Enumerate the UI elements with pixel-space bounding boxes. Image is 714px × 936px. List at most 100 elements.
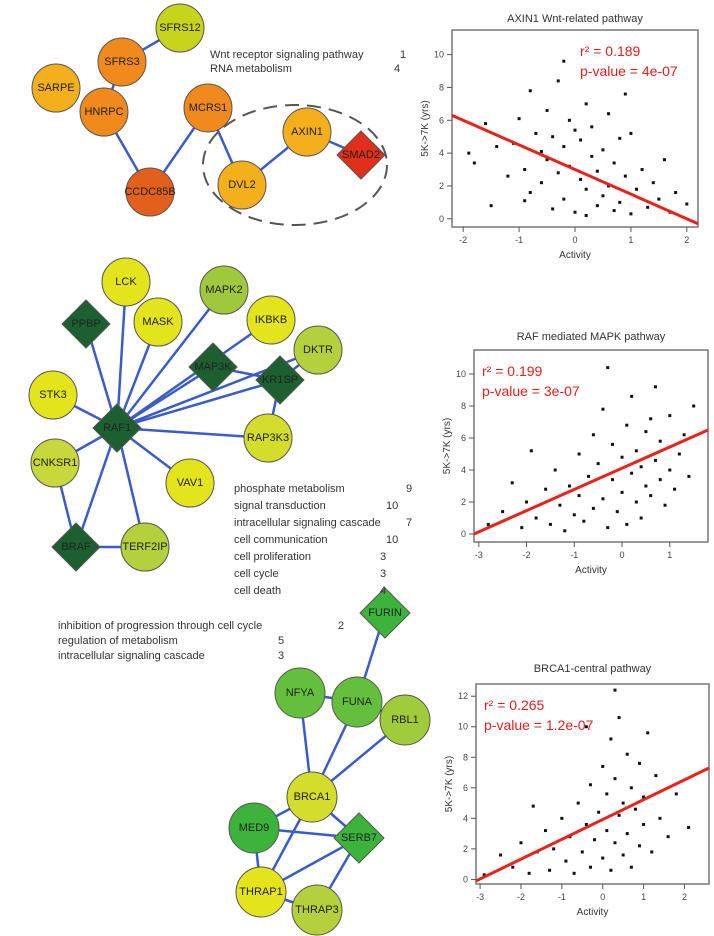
node-dvl2[interactable]: DVL2 (217, 160, 267, 210)
go-term-intracellular-signaling-cascade: intracellular signaling cascade (234, 517, 381, 529)
y-tick-label: 2 (439, 181, 444, 191)
node-label: RBL1 (391, 714, 419, 726)
x-tick-label: 0 (600, 892, 605, 902)
plot-title: RAF mediated MAPK pathway (517, 331, 666, 343)
raf-go-annotations: phosphate metabolism 9 signal transduction… (234, 483, 412, 597)
data-point (567, 118, 571, 122)
data-point (629, 131, 633, 135)
go-term-phosphate-metabolism: phosphate metabolism (234, 483, 345, 495)
data-point (556, 171, 560, 175)
x-tick-label: -2 (459, 235, 467, 245)
data-point (562, 145, 566, 149)
go-term-intracellular-signaling-cascade: intracellular signaling cascade (58, 650, 205, 662)
data-point (609, 868, 613, 872)
data-point (596, 462, 600, 466)
data-point (472, 161, 476, 165)
node-sfrs12[interactable]: SFRS12 (155, 3, 205, 53)
p-value-label: p-value = 4e-07 (580, 63, 678, 79)
go-term-count: 2 (338, 620, 344, 632)
node-map3k[interactable]: MAP3K (188, 342, 238, 392)
node-label: IKBKB (255, 314, 287, 326)
node-kr1sp[interactable]: KR1SP (255, 355, 305, 405)
node-ccdc85b[interactable]: CCDC85B (124, 167, 176, 217)
data-point (584, 187, 588, 191)
node-mapk2[interactable]: MAPK2 (199, 265, 249, 315)
data-point (646, 205, 650, 209)
data-point (528, 191, 532, 195)
node-cnksr1[interactable]: CNKSR1 (30, 438, 80, 488)
node-mask[interactable]: MASK (133, 297, 183, 347)
node-serb7[interactable]: SERB7 (333, 812, 385, 864)
plot-frame (451, 29, 699, 228)
node-brca1[interactable]: BRCA1 (286, 771, 338, 823)
data-point (562, 197, 566, 201)
y-tick-label: 12 (458, 691, 468, 701)
node-funa[interactable]: FUNA (331, 676, 383, 728)
y-axis-label: 5K->7K (yrs) (444, 756, 455, 812)
brca1-scatter-plot: BRCA1-central pathway r² = 0.265 p-value =… (444, 663, 710, 918)
node-raf1[interactable]: RAF1 (92, 403, 142, 453)
node-rap3k3[interactable]: RAP3K3 (243, 413, 293, 463)
y-tick-label: 4 (439, 148, 444, 158)
data-point (595, 169, 599, 173)
node-stk3[interactable]: STK3 (28, 370, 78, 420)
node-shape (282, 107, 332, 157)
node-thrap3[interactable]: THRAP3 (291, 884, 343, 936)
node-label: MAPK2 (205, 284, 242, 296)
y-axis-label: 5K->7K (yrs) (420, 100, 431, 156)
data-point (548, 522, 552, 526)
y-tick-label: 6 (439, 115, 444, 125)
data-point (658, 478, 662, 482)
node-axin1[interactable]: AXIN1 (282, 107, 332, 157)
node-rbl1[interactable]: RBL1 (379, 694, 431, 746)
node-vav1[interactable]: VAV1 (165, 458, 215, 508)
node-furin[interactable]: FURIN (359, 587, 411, 639)
data-point (625, 423, 629, 427)
data-point (623, 174, 627, 178)
data-point (590, 125, 594, 129)
data-point (682, 433, 686, 437)
edge-raf1-kr1sp (116, 378, 281, 430)
node-lck[interactable]: LCK (101, 257, 151, 307)
data-point (623, 92, 627, 96)
data-point (520, 526, 524, 530)
edge-raf1-mapk2 (116, 289, 225, 429)
r-squared-label: r² = 0.265 (484, 697, 545, 713)
data-point (634, 500, 638, 504)
data-point (657, 197, 661, 201)
data-point (525, 500, 529, 504)
node-terf2ip[interactable]: TERF2IP (120, 522, 170, 572)
node-smad2[interactable]: SMAD2 (336, 130, 386, 180)
data-point (577, 452, 581, 456)
node-shape (228, 802, 280, 854)
node-ikbkb[interactable]: IKBKB (246, 295, 296, 345)
node-thrap1[interactable]: THRAP1 (235, 866, 287, 918)
data-point (601, 148, 605, 152)
x-tick-label: -3 (476, 892, 484, 902)
go-term-count: 10 (386, 500, 398, 512)
node-dktr[interactable]: DKTR (293, 325, 343, 375)
data-points (486, 366, 696, 533)
node-nfya[interactable]: NFYA (274, 667, 326, 719)
node-mcrs1[interactable]: MCRS1 (183, 83, 233, 133)
y-tick-label: 10 (458, 722, 468, 732)
node-med9[interactable]: MED9 (228, 802, 280, 854)
node-sfrs3[interactable]: SFRS3 (97, 37, 147, 87)
node-shape (31, 63, 81, 113)
data-points (467, 59, 689, 218)
node-sarpe[interactable]: SARPE (31, 63, 81, 113)
node-label: RAP3K3 (247, 432, 289, 444)
data-point (687, 826, 691, 830)
go-term-signal-transduction: signal transduction (234, 500, 326, 512)
node-shape (155, 3, 205, 53)
node-hnrpc[interactable]: HNRPC (79, 87, 129, 137)
y-tick-label: 8 (439, 82, 444, 92)
edge-raf1-map3k (116, 365, 214, 430)
data-point (658, 439, 662, 443)
go-term-count: 5 (278, 635, 284, 647)
node-braf[interactable]: BRAF (51, 522, 101, 572)
node-ppbp[interactable]: PPBP (61, 299, 111, 349)
data-point (528, 89, 532, 93)
y-tick-label: 0 (463, 874, 468, 884)
y-axis-label: 5K->7K (yrs) (442, 418, 453, 474)
